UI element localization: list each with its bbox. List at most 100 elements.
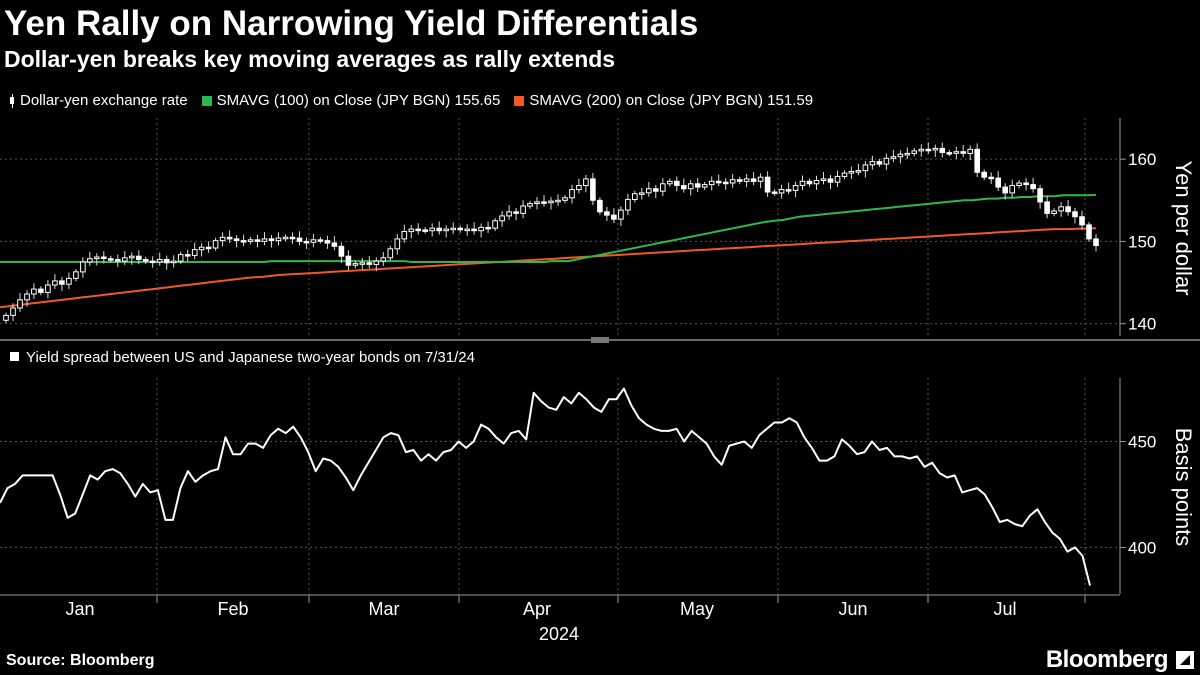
candle-up: [10, 307, 16, 316]
candle-up: [401, 231, 408, 240]
yield-spread-line: [0, 387, 1091, 586]
bottom-y-tick-label-400: 400: [1128, 538, 1156, 557]
chart-title: Yen Rally on Narrowing Yield Differentia…: [4, 4, 699, 43]
legend-label-candles: Dollar-yen exchange rate: [20, 92, 188, 109]
candle-down: [1002, 186, 1009, 194]
candle-up: [464, 228, 470, 232]
candle-down: [254, 239, 261, 242]
candle-up: [911, 150, 918, 154]
candle-up: [660, 183, 666, 192]
candle-up: [80, 261, 86, 273]
candle-down: [240, 240, 247, 243]
candle-up: [848, 171, 855, 174]
x-tick-label-mar: Mar: [369, 599, 400, 619]
candle-up: [1016, 182, 1022, 186]
candle-down: [764, 176, 771, 193]
legend-item-sma100: SMAVG (100) on Close (JPY BGN) 155.65: [201, 92, 500, 109]
candle-up: [646, 188, 652, 194]
candle-up: [632, 193, 638, 200]
candle-up: [667, 180, 673, 185]
candle-down: [750, 178, 757, 182]
candle-up: [548, 200, 554, 204]
candle-down: [296, 237, 303, 242]
candle-down: [205, 246, 212, 250]
candle-down: [136, 255, 142, 261]
sma100-legend-swatch: [201, 95, 212, 106]
candle-up: [897, 153, 904, 158]
candle-down: [736, 179, 743, 182]
candle-down: [674, 180, 680, 186]
candle-down: [149, 260, 156, 264]
candle-down: [1044, 201, 1050, 214]
legend-item-candles: Dollar-yen exchange rate: [10, 92, 188, 109]
candle-down: [233, 238, 240, 241]
candle-down: [115, 259, 121, 262]
candle-down: [345, 255, 352, 266]
candle-down: [457, 227, 463, 231]
candle-down: [324, 240, 331, 244]
candle-up: [359, 262, 366, 265]
sma100-polyline: [0, 193, 1097, 263]
candle-down: [1079, 216, 1085, 226]
spread-legend-label: Yield spread between US and Japanese two…: [26, 349, 475, 366]
candle-up: [66, 277, 72, 285]
source-note: Source: Bloomberg: [6, 652, 155, 669]
candle-up: [24, 293, 30, 301]
candle-down: [331, 242, 338, 247]
legend-item-sma200: SMAVG (200) on Close (JPY BGN) 151.59: [514, 92, 813, 109]
top-y-tick-label-140: 140: [1128, 315, 1156, 334]
candle-up: [729, 179, 736, 184]
candle-up: [757, 176, 764, 182]
candle-down: [436, 227, 442, 232]
candle-up: [170, 260, 177, 264]
candle-down: [1023, 182, 1029, 186]
candle-down: [876, 161, 883, 165]
candle-up: [177, 254, 184, 262]
candle-down: [108, 258, 114, 261]
candle-up: [443, 228, 449, 232]
candle-up: [73, 271, 79, 279]
candle-up: [219, 236, 226, 242]
candle-up: [387, 248, 394, 259]
candle-up: [94, 256, 100, 260]
candle-down: [268, 238, 275, 241]
candle-up: [701, 184, 708, 188]
candle-up: [834, 175, 841, 183]
candle-down: [1072, 211, 1078, 218]
sma100-line: [0, 193, 1097, 263]
sma200-polyline: [0, 227, 1097, 309]
candle-down: [785, 189, 792, 192]
candle-up: [156, 259, 163, 263]
yield-spread-polyline: [0, 387, 1091, 586]
candle-down: [939, 147, 946, 153]
candle-up: [967, 148, 974, 154]
candle-up: [247, 239, 254, 242]
candle-up: [618, 209, 624, 220]
candle-up: [862, 164, 869, 172]
candle-up: [869, 161, 876, 166]
candle-up: [191, 249, 198, 256]
candle-down: [184, 254, 191, 257]
candle-up: [394, 238, 401, 250]
chart-subtitle: Dollar-yen breaks key moving averages as…: [4, 46, 616, 72]
candle-down: [226, 236, 233, 240]
candle-up: [625, 198, 631, 211]
candle-down: [471, 228, 477, 232]
candle-up: [31, 288, 37, 295]
candle-up: [562, 197, 568, 201]
candle-up: [408, 228, 415, 233]
candle-up: [855, 170, 862, 173]
candle-down: [960, 151, 967, 154]
candle-up: [478, 226, 484, 232]
candle-up: [45, 284, 51, 293]
candle-up: [122, 257, 128, 262]
candle-down: [590, 178, 596, 201]
candle-up: [275, 237, 282, 242]
bottom-y-axis: 400 450: [1119, 378, 1156, 594]
bottom-panel-grid: [0, 378, 1120, 594]
candle-up: [687, 183, 694, 190]
candle-down: [681, 185, 687, 190]
candle-up: [813, 180, 820, 185]
panel-resize-handle[interactable]: [591, 337, 609, 343]
candle-up: [555, 199, 561, 203]
